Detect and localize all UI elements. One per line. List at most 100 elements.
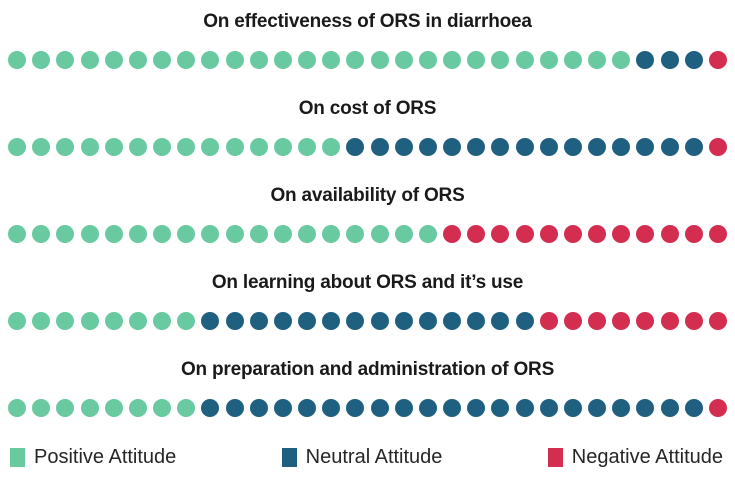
dot-positive — [80, 51, 99, 69]
dot-neutral — [370, 399, 389, 417]
dot-positive — [8, 399, 26, 417]
dot-positive — [298, 51, 317, 69]
dot-positive — [273, 51, 292, 69]
negative-swatch-icon — [547, 447, 563, 467]
dot-neutral — [201, 312, 220, 330]
dot-positive — [322, 225, 341, 243]
dot-positive — [104, 138, 123, 156]
dot-negative — [515, 225, 534, 243]
dot-neutral — [322, 399, 341, 417]
dot-neutral — [660, 51, 679, 69]
section-title-preparation: On preparation and administration of ORS — [180, 359, 555, 380]
dot-positive — [201, 225, 220, 243]
legend-label-neutral: Neutral Attitude — [305, 446, 443, 468]
dot-positive — [56, 225, 75, 243]
section-learning: On learning about ORS and it’s use — [0, 271, 735, 330]
dot-positive — [128, 399, 147, 417]
section-title-learning: On learning about ORS and it’s use — [211, 272, 524, 293]
dot-neutral — [467, 312, 486, 330]
dot-positive — [177, 51, 196, 69]
dot-positive — [104, 225, 123, 243]
dot-positive — [32, 225, 51, 243]
dot-positive — [32, 138, 51, 156]
dot-neutral — [636, 51, 655, 69]
dot-neutral — [588, 399, 607, 417]
dot-positive — [443, 51, 462, 69]
section-title-effectiveness: On effectiveness of ORS in diarrhoea — [203, 11, 532, 32]
dot-positive — [394, 51, 413, 69]
dot-negative — [612, 225, 631, 243]
dot-positive — [8, 138, 26, 156]
dot-positive — [32, 312, 51, 330]
dot-positive — [588, 51, 607, 69]
dot-positive — [56, 399, 75, 417]
dot-positive — [153, 399, 172, 417]
dot-neutral — [684, 51, 703, 69]
dot-negative — [612, 312, 631, 330]
dot-positive — [32, 51, 51, 69]
dot-neutral — [660, 138, 679, 156]
dot-positive — [80, 312, 99, 330]
dot-positive — [249, 51, 268, 69]
dot-positive — [177, 399, 196, 417]
neutral-swatch-icon — [281, 447, 297, 467]
dot-positive — [273, 138, 292, 156]
positive-swatch-icon — [10, 447, 25, 467]
dot-neutral — [418, 312, 437, 330]
dot-neutral — [418, 399, 437, 417]
ors-attitude-dot-chart: On effectiveness of ORS in diarrhoea On … — [0, 10, 735, 468]
dot-neutral — [660, 399, 679, 417]
dot-negative — [491, 225, 510, 243]
dot-positive — [128, 312, 147, 330]
dot-neutral — [346, 138, 365, 156]
dot-positive — [418, 225, 437, 243]
dot-neutral — [394, 399, 413, 417]
dot-row-learning — [8, 312, 727, 330]
dot-positive — [177, 312, 196, 330]
dot-neutral — [201, 399, 220, 417]
dot-neutral — [298, 312, 317, 330]
dot-neutral — [563, 399, 582, 417]
dot-neutral — [491, 138, 510, 156]
dot-neutral — [225, 312, 244, 330]
dot-neutral — [684, 138, 703, 156]
dot-positive — [104, 51, 123, 69]
dot-neutral — [346, 399, 365, 417]
dot-neutral — [539, 399, 558, 417]
section-title-availability: On availability of ORS — [270, 185, 465, 206]
dot-negative — [684, 312, 703, 330]
dot-neutral — [249, 312, 268, 330]
dot-neutral — [612, 399, 631, 417]
dot-negative — [708, 312, 727, 330]
dot-positive — [418, 51, 437, 69]
dot-neutral — [515, 138, 534, 156]
dot-neutral — [322, 312, 341, 330]
dot-neutral — [636, 138, 655, 156]
dot-row-preparation — [8, 399, 727, 417]
dot-positive — [8, 312, 26, 330]
dot-neutral — [563, 138, 582, 156]
dot-row-availability — [8, 225, 727, 243]
dot-positive — [201, 51, 220, 69]
section-effectiveness: On effectiveness of ORS in diarrhoea — [0, 10, 735, 69]
dot-neutral — [273, 399, 292, 417]
dot-positive — [515, 51, 534, 69]
dot-positive — [8, 51, 26, 69]
dot-positive — [298, 138, 317, 156]
dot-positive — [370, 51, 389, 69]
dot-neutral — [443, 138, 462, 156]
section-cost: On cost of ORS — [0, 97, 735, 156]
dot-positive — [32, 399, 51, 417]
dot-neutral — [443, 399, 462, 417]
dot-row-cost — [8, 138, 727, 156]
dot-neutral — [539, 138, 558, 156]
dot-positive — [153, 138, 172, 156]
dot-neutral — [588, 138, 607, 156]
dot-neutral — [394, 138, 413, 156]
dot-positive — [8, 225, 26, 243]
dot-positive — [225, 225, 244, 243]
dot-negative — [660, 225, 679, 243]
dot-neutral — [491, 312, 510, 330]
dot-positive — [177, 225, 196, 243]
dot-positive — [539, 51, 558, 69]
